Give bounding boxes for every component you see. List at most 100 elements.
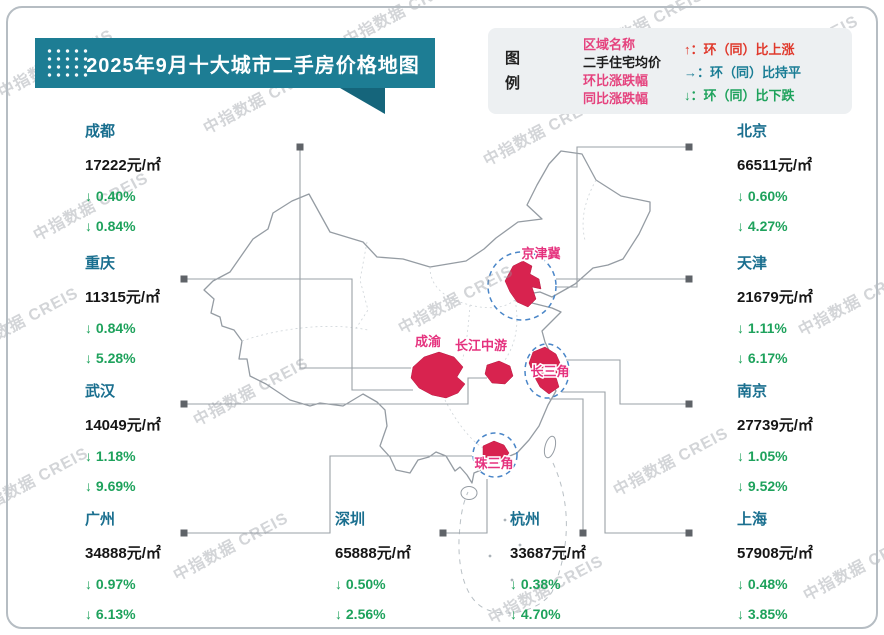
zone-circle-pearl-delta bbox=[472, 432, 518, 478]
city-name: 重庆 bbox=[85, 255, 116, 272]
city-mom-change: ↓ 0.38% bbox=[510, 576, 561, 592]
city-price: 14049元/㎡ bbox=[85, 417, 161, 434]
city-block-shanghai: 上海 57908元/㎡ ↓ 0.48% ↓ 3.85% bbox=[737, 508, 882, 635]
city-mom-change: ↓ 1.05% bbox=[737, 448, 788, 464]
legend-arrow-up: ↑：环（同）比上涨 bbox=[684, 38, 801, 61]
title-banner: 2025年9月十大城市二手房价格地图 bbox=[35, 38, 435, 88]
connector-guangzhou bbox=[187, 455, 472, 534]
zone-circle-jingjinji bbox=[487, 251, 557, 321]
city-yoy-change: ↓ 2.56% bbox=[335, 606, 386, 622]
legend-arrow-up-label: 环（同）比上涨 bbox=[703, 42, 795, 57]
legend-arrow-flat: →：环（同）比持平 bbox=[684, 61, 801, 84]
connector-shenzhen bbox=[446, 479, 488, 534]
connector-beijing bbox=[557, 146, 686, 288]
zone-circle-yangtze-delta bbox=[524, 343, 570, 399]
city-block-chengdu: 成都 17222元/㎡ ↓ 0.40% ↓ 0.84% bbox=[85, 120, 230, 248]
region-chengyu-shape bbox=[410, 351, 466, 399]
endpoint-tianjin bbox=[685, 275, 693, 283]
city-yoy-change: ↓ 3.85% bbox=[737, 606, 788, 622]
city-yoy-change: ↓ 0.84% bbox=[85, 218, 136, 234]
connector-lines bbox=[187, 146, 686, 534]
city-price: 11315元/㎡ bbox=[85, 289, 161, 306]
region-yangtze-delta-shape bbox=[528, 346, 562, 395]
province-borders bbox=[241, 179, 597, 449]
legend-field-mom-change: 环比涨跌幅 bbox=[583, 73, 649, 88]
up-arrow-icon: ↑： bbox=[684, 42, 704, 57]
legend-arrow-flat-label: 环（同）比持平 bbox=[710, 65, 802, 80]
legend-arrow-down-label: 环（同）比下跌 bbox=[703, 88, 795, 103]
city-yoy-change: ↓ 4.27% bbox=[737, 218, 788, 234]
banner-tail bbox=[340, 88, 385, 114]
city-name: 成都 bbox=[85, 123, 116, 140]
legend-field-avg-price: 二手住宅均价 bbox=[583, 55, 662, 70]
connector-wuhan bbox=[187, 377, 487, 405]
region-label-yangtze-delta: 长三角 bbox=[530, 364, 569, 379]
region-changjiang-midstream-shape bbox=[484, 360, 514, 385]
city-mom-change: ↓ 0.60% bbox=[737, 188, 788, 204]
dots-decoration bbox=[45, 47, 91, 79]
city-mom-change: ↓ 1.11% bbox=[737, 320, 787, 336]
legend-arrow-down: ↓：环（同）比下跌 bbox=[684, 84, 801, 107]
city-yoy-change: ↓ 4.70% bbox=[510, 606, 561, 622]
region-label-pearl-delta: 珠三角 bbox=[474, 456, 513, 471]
city-yoy-change: ↓ 6.13% bbox=[85, 606, 136, 622]
legend-heading: 图例 bbox=[505, 50, 521, 92]
legend-field-region-name: 区域名称 bbox=[583, 37, 636, 52]
endpoint-guangzhou bbox=[180, 529, 188, 537]
city-name: 杭州 bbox=[510, 511, 541, 528]
city-name: 上海 bbox=[737, 511, 768, 528]
city-price: 57908元/㎡ bbox=[737, 545, 813, 562]
endpoint-wuhan bbox=[180, 400, 188, 408]
city-mom-change: ↓ 0.48% bbox=[737, 576, 788, 592]
region-jingjinji-shape bbox=[504, 260, 542, 308]
city-yoy-change: ↓ 6.17% bbox=[737, 350, 788, 366]
endpoint-beijing bbox=[685, 143, 693, 151]
city-block-wuhan: 武汉 14049元/㎡ ↓ 1.18% ↓ 9.69% bbox=[85, 380, 230, 508]
city-block-tianjin: 天津 21679元/㎡ ↓ 1.11% ↓ 6.17% bbox=[737, 252, 882, 380]
connector-shanghai bbox=[562, 391, 686, 534]
city-price: 21679元/㎡ bbox=[737, 289, 813, 306]
city-mom-change: ↓ 0.50% bbox=[335, 576, 386, 592]
page-title: 2025年9月十大城市二手房价格地图 bbox=[86, 54, 420, 77]
city-block-beijing: 北京 66511元/㎡ ↓ 0.60% ↓ 4.27% bbox=[737, 120, 882, 248]
city-name: 深圳 bbox=[335, 511, 366, 528]
flat-arrow-icon: →： bbox=[684, 65, 711, 80]
region-label-jingjinji: 京津冀 bbox=[521, 246, 560, 261]
city-price: 27739元/㎡ bbox=[737, 417, 813, 434]
endpoint-chengdu bbox=[296, 143, 304, 151]
connector-nanjing bbox=[566, 359, 686, 405]
endpoint-nanjing bbox=[685, 400, 693, 408]
connector-endpoints bbox=[180, 143, 693, 537]
endpoint-shenzhen bbox=[439, 529, 447, 537]
city-yoy-change: ↓ 9.69% bbox=[85, 478, 136, 494]
down-arrow-icon: ↓： bbox=[684, 88, 704, 103]
connector-chongqing bbox=[187, 278, 413, 391]
hainan-island bbox=[460, 486, 478, 500]
city-block-hangzhou: 杭州 33687元/㎡ ↓ 0.38% ↓ 4.70% bbox=[510, 508, 655, 635]
highlighted-regions bbox=[410, 260, 562, 464]
city-mom-change: ↓ 0.40% bbox=[85, 188, 136, 204]
city-price: 17222元/㎡ bbox=[85, 157, 161, 174]
region-pearl-delta-shape bbox=[482, 440, 510, 464]
city-name: 天津 bbox=[737, 255, 768, 272]
south-sea-islets bbox=[488, 518, 522, 582]
endpoint-shanghai bbox=[685, 529, 693, 537]
city-price: 34888元/㎡ bbox=[85, 545, 161, 562]
city-name: 广州 bbox=[85, 511, 116, 528]
city-name: 南京 bbox=[737, 383, 768, 400]
city-block-chongqing: 重庆 11315元/㎡ ↓ 0.84% ↓ 5.28% bbox=[85, 252, 230, 380]
city-block-nanjing: 南京 27739元/㎡ ↓ 1.05% ↓ 9.52% bbox=[737, 380, 882, 508]
legend-field-yoy-change: 同比涨跌幅 bbox=[583, 91, 649, 106]
legend-fields: 区域名称 二手住宅均价 环比涨跌幅 同比涨跌幅 bbox=[583, 36, 661, 108]
city-block-guangzhou: 广州 34888元/㎡ ↓ 0.97% ↓ 6.13% bbox=[85, 508, 230, 635]
city-mom-change: ↓ 1.18% bbox=[85, 448, 136, 464]
region-label-chengyu: 成渝 bbox=[415, 334, 442, 349]
south-china-sea-dash-line bbox=[458, 462, 567, 614]
city-yoy-change: ↓ 9.52% bbox=[737, 478, 788, 494]
city-mom-change: ↓ 0.97% bbox=[85, 576, 136, 592]
city-price: 65888元/㎡ bbox=[335, 545, 411, 562]
region-label-changjiang-midstream: 长江中游 bbox=[455, 338, 507, 353]
endpoint-chongqing bbox=[180, 275, 188, 283]
